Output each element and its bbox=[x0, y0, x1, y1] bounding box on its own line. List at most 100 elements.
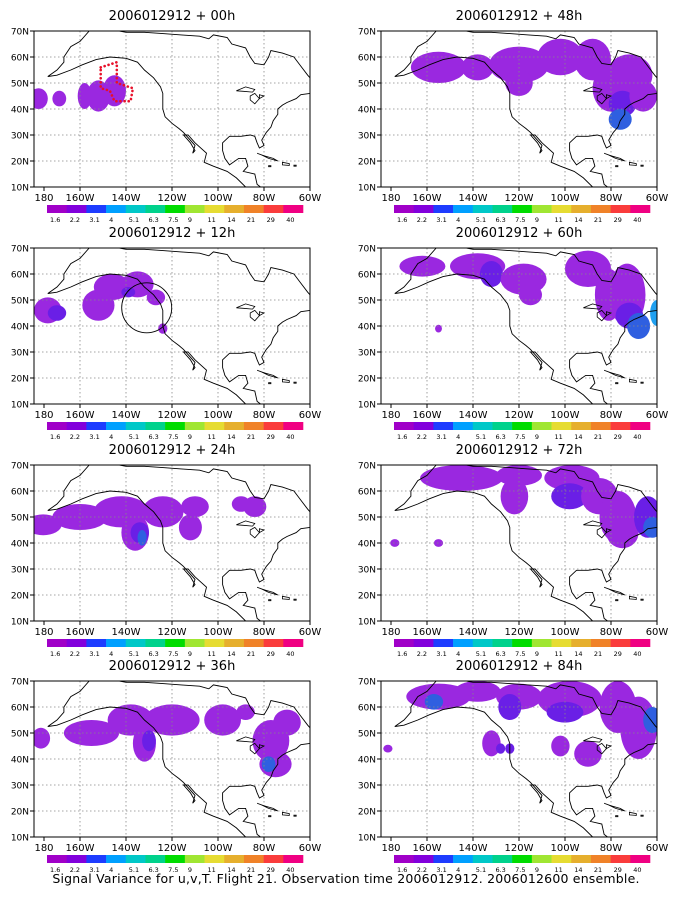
lat-label: 60N bbox=[358, 704, 376, 714]
lake-outline bbox=[259, 94, 266, 100]
colorbar-swatch bbox=[86, 855, 107, 863]
lon-label: 120W bbox=[158, 410, 187, 421]
colorbar-swatch bbox=[263, 639, 284, 647]
lon-label: 140W bbox=[112, 843, 141, 854]
island-outline bbox=[293, 598, 297, 601]
colorbar-label: 11 bbox=[555, 433, 563, 441]
colorbar-label: 21 bbox=[594, 433, 602, 441]
lat-label: 20N bbox=[11, 158, 29, 168]
lon-label: 180 bbox=[34, 193, 53, 204]
lon-label: 120W bbox=[505, 193, 534, 204]
colorbar-swatch bbox=[590, 639, 611, 647]
lat-label: 20N bbox=[358, 158, 376, 168]
colorbar-label: 1.6 bbox=[397, 866, 407, 874]
variance-contour bbox=[479, 261, 503, 287]
lat-label: 10N bbox=[11, 618, 29, 628]
variance-contour bbox=[273, 709, 301, 736]
colorbar-swatch bbox=[531, 422, 552, 430]
colorbar-label: 3.1 bbox=[436, 866, 446, 874]
colorbar-swatch bbox=[551, 422, 572, 430]
colorbar-label: 21 bbox=[594, 216, 602, 224]
lon-label: 140W bbox=[459, 410, 488, 421]
colorbar-swatch bbox=[512, 422, 533, 430]
colorbar-label: 9 bbox=[188, 866, 192, 874]
variance-contour bbox=[231, 496, 251, 512]
colorbar-label: 7.5 bbox=[168, 433, 178, 441]
island-outline bbox=[615, 815, 619, 818]
colorbar-swatch bbox=[106, 855, 127, 863]
colorbar-swatch bbox=[531, 639, 552, 647]
variance-contour bbox=[204, 704, 242, 736]
colorbar-label: 9 bbox=[188, 650, 192, 658]
lon-label: 180 bbox=[381, 627, 400, 638]
island-outline bbox=[268, 815, 272, 818]
colorbar-label: 4 bbox=[109, 216, 113, 224]
island-outline bbox=[282, 811, 290, 816]
map-panel-72h: 2006012912 + 72h 70N 60N 50N 40N 30N 20N 10N 180… bbox=[358, 443, 669, 658]
lon-label: 80W bbox=[600, 193, 623, 204]
colorbar-label: 7.5 bbox=[168, 650, 178, 658]
colorbar-swatch bbox=[512, 855, 533, 863]
variance-contour bbox=[158, 323, 168, 334]
lat-label: 30N bbox=[358, 566, 376, 576]
colorbar-swatch bbox=[531, 855, 552, 863]
map-panel-48h: 2006012912 + 48h 70N 60N 50N 40N 30N 20N 10N 180… bbox=[358, 9, 669, 224]
variance-contour bbox=[261, 756, 276, 772]
lon-label: 160W bbox=[66, 193, 95, 204]
colorbar-swatch bbox=[243, 639, 264, 647]
colorbar-swatch bbox=[472, 205, 493, 213]
lat-label: 40N bbox=[358, 323, 376, 333]
colorbar-swatch bbox=[433, 422, 454, 430]
variance-contour bbox=[142, 730, 156, 752]
lon-label: 160W bbox=[413, 193, 442, 204]
colorbar-swatch bbox=[224, 422, 245, 430]
island-outline bbox=[603, 152, 625, 162]
panel-title: 2006012912 + 72h bbox=[456, 443, 583, 458]
colorbar-label: 7.5 bbox=[515, 216, 525, 224]
colorbar-swatch bbox=[453, 205, 474, 213]
island-outline bbox=[293, 814, 297, 817]
colorbar-label: 4 bbox=[456, 650, 460, 658]
lat-label: 10N bbox=[358, 834, 376, 844]
colorbar-label: 3.1 bbox=[436, 433, 446, 441]
colorbar-swatch bbox=[66, 205, 87, 213]
colorbar-swatch bbox=[453, 422, 474, 430]
variance-contour bbox=[435, 324, 442, 333]
colorbar-swatch bbox=[106, 205, 127, 213]
colorbar-label: 21 bbox=[594, 650, 602, 658]
colorbar-swatch bbox=[145, 205, 166, 213]
coastline bbox=[47, 31, 310, 187]
panel-title: 2006012912 + 36h bbox=[109, 659, 236, 674]
lon-label: 80W bbox=[253, 843, 276, 854]
colorbar-swatch bbox=[204, 205, 225, 213]
colorbar-swatch bbox=[204, 422, 225, 430]
colorbar-label: 2.2 bbox=[70, 866, 80, 874]
island-outline bbox=[603, 802, 625, 812]
colorbar-label: 6.3 bbox=[495, 216, 505, 224]
variance-contour bbox=[643, 707, 657, 733]
colorbar-label: 3.1 bbox=[436, 650, 446, 658]
island-outline bbox=[640, 598, 644, 601]
lat-label: 20N bbox=[11, 808, 29, 818]
lat-label: 20N bbox=[358, 592, 376, 602]
colorbar-label: 2.2 bbox=[417, 866, 427, 874]
colorbar-label: 14 bbox=[227, 650, 235, 658]
lake-outline bbox=[236, 303, 256, 310]
variance-contour bbox=[629, 80, 657, 112]
colorbar-label: 3.1 bbox=[89, 866, 99, 874]
island-outline bbox=[615, 599, 619, 602]
colorbar-swatch bbox=[184, 205, 205, 213]
colorbar-swatch bbox=[630, 205, 651, 213]
colorbar: 1.6 2.2 3.1 4 5.1 6.3 7.5 9 11 14 21 29 40 bbox=[47, 422, 304, 441]
island-outline bbox=[282, 595, 290, 600]
lake-outline bbox=[249, 309, 260, 322]
lat-label: 40N bbox=[11, 323, 29, 333]
lake-outline bbox=[249, 92, 260, 105]
island-outline bbox=[256, 152, 278, 162]
colorbar-label: 5.1 bbox=[476, 866, 486, 874]
colorbar-label: 11 bbox=[555, 650, 563, 658]
colorbar-swatch bbox=[590, 422, 611, 430]
variance-contour bbox=[519, 284, 542, 306]
colorbar-label: 2.2 bbox=[417, 433, 427, 441]
lat-label: 60N bbox=[358, 271, 376, 281]
